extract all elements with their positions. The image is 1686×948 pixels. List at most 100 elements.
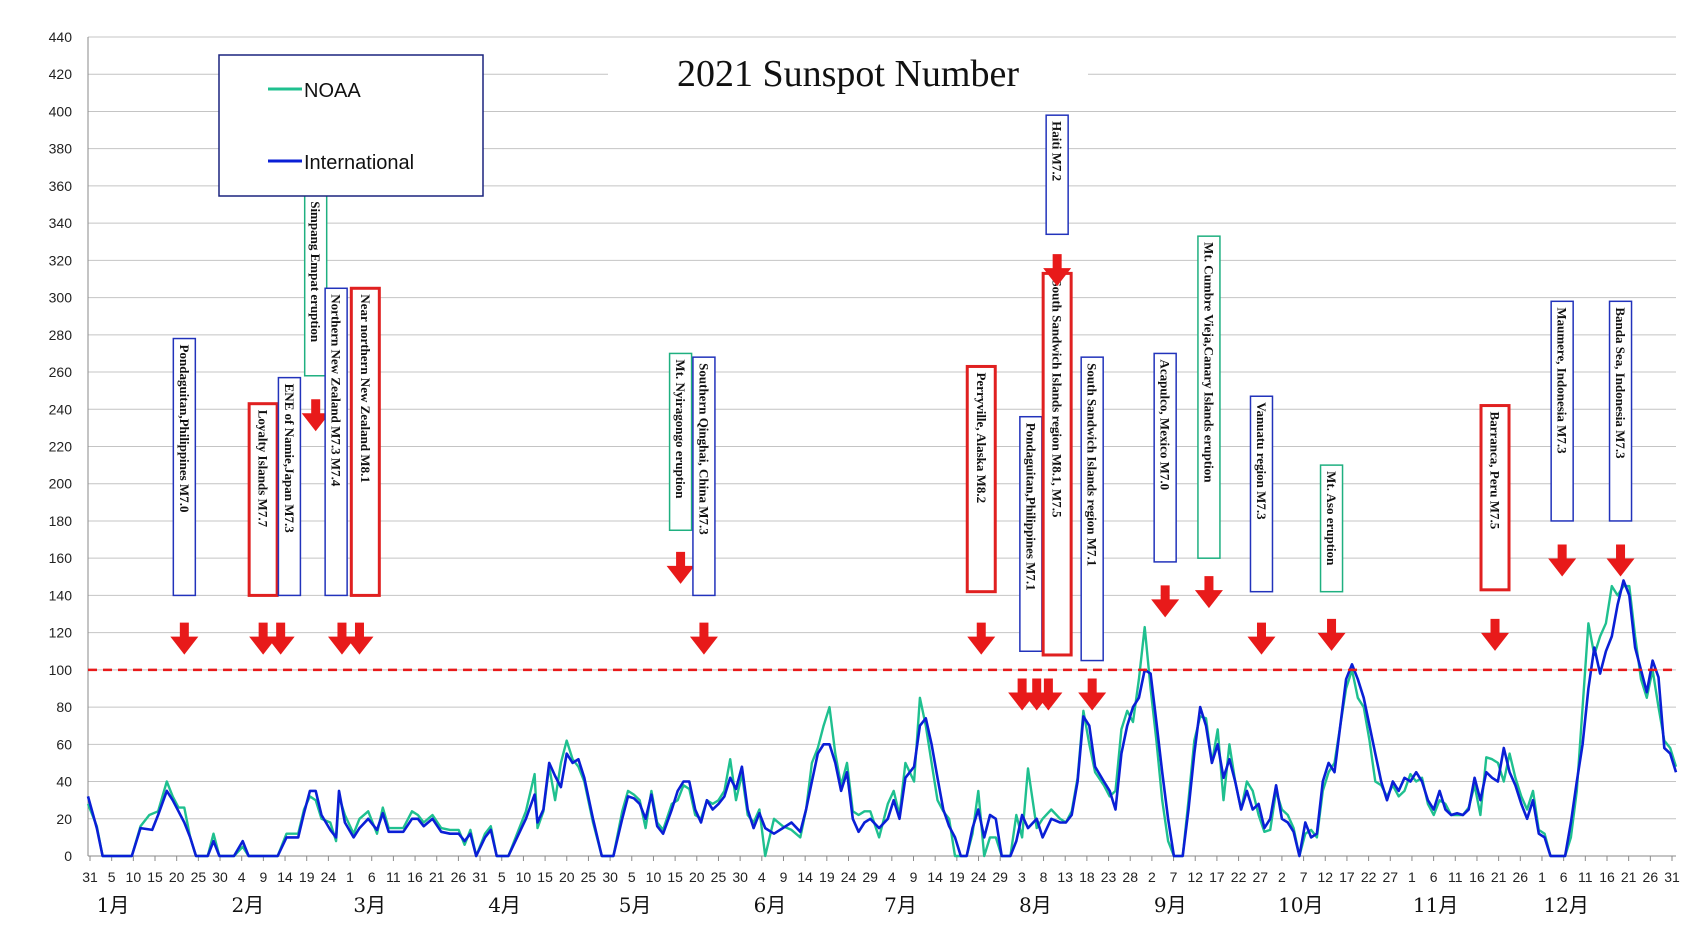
- annotation-label: South Sandwich Islands region M7.1: [1085, 363, 1100, 566]
- month-label: 8月: [1019, 893, 1052, 917]
- x-tick-label: 21: [429, 869, 445, 885]
- event-arrow: [327, 622, 356, 655]
- annotation-box: [668, 352, 693, 532]
- y-tick-label: 20: [56, 811, 72, 827]
- y-tick-label: 120: [49, 625, 73, 641]
- month-label: 10月: [1278, 893, 1323, 917]
- y-tick-label: 420: [49, 66, 73, 82]
- annotation-box: [1045, 114, 1069, 236]
- month-label: 2月: [232, 893, 265, 917]
- y-tick-label: 100: [49, 662, 73, 678]
- x-tick-label: 8: [1040, 869, 1048, 885]
- x-tick-label: 11: [386, 869, 401, 885]
- x-tick-label: 5: [628, 869, 636, 885]
- x-tick-label: 6: [1430, 869, 1438, 885]
- x-tick-label: 24: [841, 869, 857, 885]
- annotation-label: Simpang Empat eruption: [308, 201, 323, 343]
- annotation-label: South Sandwich Islands region M8.1, M7.5: [1050, 279, 1065, 518]
- legend-label-international: International: [304, 152, 414, 174]
- event-arrow: [1078, 678, 1107, 711]
- month-label: 12月: [1543, 893, 1588, 917]
- annotation-label: ENE of Namie,Japan M7.3: [282, 384, 297, 534]
- x-tick-label: 21: [1621, 869, 1637, 885]
- x-tick-label: 26: [1513, 869, 1529, 885]
- y-tick-label: 240: [49, 401, 73, 417]
- series-lines: [86, 579, 1678, 858]
- x-tick-label: 31: [1664, 869, 1680, 885]
- x-tick-label: 19: [949, 869, 965, 885]
- x-tick-label: 16: [407, 869, 423, 885]
- y-tick-label: 140: [49, 587, 73, 603]
- y-tick-label: 380: [49, 141, 73, 157]
- annotation-box: [324, 287, 348, 597]
- event-arrow: [1548, 544, 1577, 577]
- x-tick-label: 31: [82, 869, 98, 885]
- legend-label-noaa: NOAA: [304, 80, 361, 102]
- x-tick-label: 2: [1148, 869, 1156, 885]
- x-tick-label: 15: [667, 869, 683, 885]
- annotation-box: [1249, 395, 1274, 593]
- annotation-label: Near northern New Zealand M8.1: [358, 294, 373, 483]
- event-arrow: [1194, 576, 1223, 609]
- x-tick-label: 7: [1300, 869, 1308, 885]
- x-tick-label: 11: [1448, 869, 1463, 885]
- annotation-label: Northern New Zealand M7.3 M7.4: [329, 294, 344, 487]
- series-line-international: [86, 579, 1678, 858]
- x-tick-label: 20: [689, 869, 705, 885]
- annotation-box: [1080, 356, 1104, 662]
- annotation-label: Vanuatu region M7.3: [1254, 402, 1269, 520]
- x-tick-label: 4: [758, 869, 766, 885]
- event-arrow: [266, 622, 295, 655]
- annotation-box: [172, 337, 197, 597]
- annotation-label: Pondaguitan,Philippines M7.0: [177, 345, 192, 513]
- month-label: 1月: [97, 893, 130, 917]
- y-tick-label: 160: [49, 550, 73, 566]
- series-line-noaa: [86, 584, 1678, 858]
- annotation-box: [277, 376, 302, 597]
- month-label: 7月: [884, 893, 917, 917]
- x-tick-label: 6: [1560, 869, 1568, 885]
- annotation-box: [1550, 300, 1574, 522]
- x-tick-label: 17: [1209, 869, 1225, 885]
- x-tick-label: 16: [1469, 869, 1485, 885]
- event-annotations: Pondaguitan,Philippines M7.0 Loyalty Isla…: [170, 114, 1635, 711]
- x-tick-label: 27: [1252, 869, 1268, 885]
- annotation-label: Pondaguitan,Philippines M7.1: [1023, 423, 1038, 591]
- x-tick-label: 9: [910, 869, 918, 885]
- x-tick-label: 19: [299, 869, 315, 885]
- annotation-label: Mt. Cumbre Vieja,Canary Islands eruption: [1201, 242, 1216, 483]
- event-arrow: [689, 622, 718, 655]
- x-tick-label: 10: [516, 869, 532, 885]
- event-arrow: [1481, 618, 1510, 651]
- event-arrow: [1043, 254, 1072, 287]
- y-tick-label: 260: [49, 364, 73, 380]
- x-tick-label: 25: [191, 869, 207, 885]
- month-label: 9月: [1154, 893, 1187, 917]
- y-tick-label: 400: [49, 103, 73, 119]
- y-axis: 0 20 40 60 80 100 120 140 160 180 200 220 240 260 280 3…: [49, 29, 73, 864]
- x-tick-label: 26: [1643, 869, 1659, 885]
- annotation-label: Maumere, Indonesia M7.3: [1555, 307, 1570, 454]
- x-tick-label: 5: [498, 869, 506, 885]
- event-arrow: [345, 622, 374, 655]
- x-axis: 31 5 10 15 20 25 30 4 9 14 19 24 1 6 11 16 21 26 31 5 10 15 20…: [82, 856, 1680, 885]
- x-tick-label: 5: [108, 869, 116, 885]
- y-tick-label: 80: [56, 699, 72, 715]
- y-tick-label: 0: [64, 848, 72, 864]
- x-tick-label: 9: [259, 869, 267, 885]
- annotation-label: Mt. Nyiragongo eruption: [673, 359, 688, 499]
- x-tick-label: 24: [321, 869, 337, 885]
- event-arrow: [301, 399, 330, 432]
- x-tick-label: 4: [888, 869, 896, 885]
- x-tick-label: 22: [1231, 869, 1247, 885]
- x-tick-label: 10: [126, 869, 142, 885]
- month-label: 11月: [1413, 893, 1458, 917]
- x-tick-label: 30: [602, 869, 618, 885]
- x-tick-label: 13: [1057, 869, 1073, 885]
- annotation-label: Barranca, Peru M7.5: [1488, 412, 1503, 530]
- chart-title-group: 2021 Sunspot Number: [608, 46, 1088, 98]
- event-arrow: [249, 622, 278, 655]
- x-tick-label: 18: [1079, 869, 1095, 885]
- event-arrow: [1317, 618, 1346, 651]
